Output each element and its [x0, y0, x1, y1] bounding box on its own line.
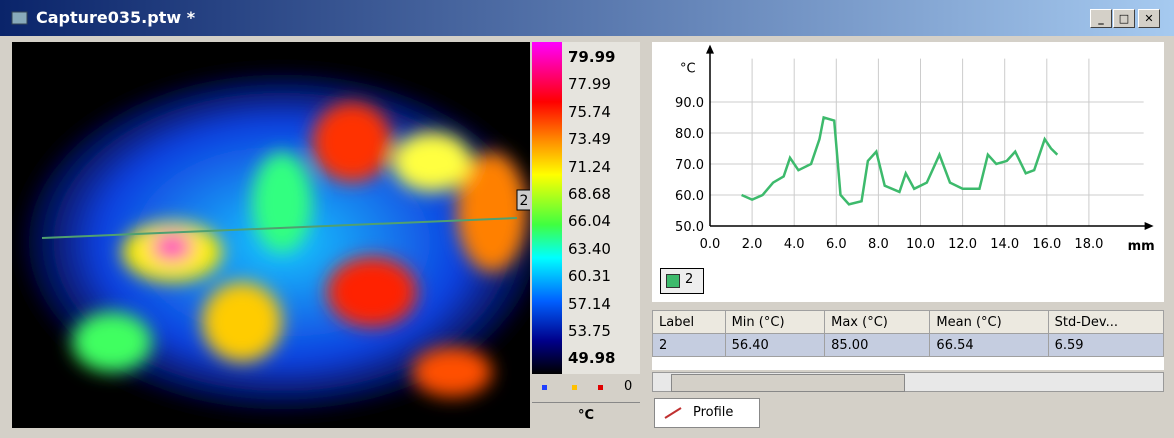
- scale-label: 66.04: [568, 212, 611, 230]
- scale-label: 53.75: [568, 322, 611, 340]
- header-cell: Min (°C): [725, 311, 825, 334]
- scrollbar[interactable]: [652, 372, 1164, 392]
- close-button[interactable]: ✕: [1138, 9, 1160, 28]
- profile-chart: 0.0 2.0 4.0 6.0 8.0 10.0 12.0 14.0 16.0 18.0 50.0 6…: [652, 42, 1162, 302]
- header-cell: Label: [653, 311, 726, 334]
- x-tick-label: 0.0: [700, 237, 721, 252]
- y-tick-label: 50.0: [675, 220, 704, 235]
- scale-label: 60.31: [568, 267, 611, 285]
- x-tick-label: 8.0: [868, 237, 889, 252]
- header-cell: Std-Dev...: [1048, 311, 1163, 334]
- header-cell: Max (°C): [825, 311, 930, 334]
- scale-label: 75.74: [568, 103, 611, 121]
- x-tick-label: 16.0: [1032, 237, 1061, 252]
- x-tick-label: 14.0: [990, 237, 1019, 252]
- profile-line: [742, 118, 1058, 205]
- minimize-button[interactable]: _: [1090, 9, 1112, 28]
- x-tick-label: 6.0: [826, 237, 847, 252]
- y-tick-label: 60.0: [675, 189, 704, 204]
- header-cell: Mean (°C): [930, 311, 1048, 334]
- legend-label: 2: [685, 272, 693, 287]
- maximize-button[interactable]: □: [1113, 9, 1135, 28]
- scale-count: 0: [624, 379, 632, 394]
- scale-legend: 0: [532, 376, 640, 400]
- app-icon: [10, 9, 30, 27]
- y-tick-label: 80.0: [675, 127, 704, 142]
- cell: 56.40: [725, 334, 825, 357]
- tab-label: Profile: [693, 405, 733, 420]
- y-tick-label: 70.0: [675, 158, 704, 173]
- scale-label: 57.14: [568, 295, 611, 313]
- scale-label: 73.49: [568, 130, 611, 148]
- x-tick-label: 12.0: [948, 237, 977, 252]
- chart-legend: 2: [660, 268, 704, 294]
- scale-label: 71.24: [568, 158, 611, 176]
- scale-unit: °C: [532, 402, 640, 429]
- color-scale: [532, 42, 562, 374]
- legend-swatch: [666, 274, 680, 288]
- x-tick-label: 4.0: [784, 237, 805, 252]
- x-tick-label: 18.0: [1074, 237, 1103, 252]
- x-axis-label: mm: [1128, 239, 1155, 254]
- scroll-thumb[interactable]: [671, 374, 905, 392]
- scale-label: 63.40: [568, 240, 611, 258]
- title-bar: Capture035.ptw * _ □ ✕: [0, 0, 1174, 36]
- scale-label: 49.98: [568, 349, 615, 367]
- y-tick-label: 90.0: [675, 96, 704, 111]
- scale-label: 68.68: [568, 185, 611, 203]
- profile-marker: 2: [520, 193, 529, 209]
- window-title: Capture035.ptw *: [36, 8, 195, 27]
- profile-tab[interactable]: Profile: [654, 398, 760, 428]
- scale-label: 77.99: [568, 75, 611, 93]
- x-tick-label: 2.0: [742, 237, 763, 252]
- window: Capture035.ptw * _ □ ✕ 2 79.99 77.99 75.74…: [0, 0, 1174, 438]
- x-arrow: [1145, 222, 1154, 230]
- cell: 85.00: [825, 334, 930, 357]
- thermal-image: 2: [12, 42, 530, 428]
- color-scale-labels: 79.99 77.99 75.74 73.49 71.24 68.68 66.04 63.40…: [562, 42, 640, 374]
- x-tick-label: 10.0: [906, 237, 935, 252]
- cell: 2: [653, 334, 726, 357]
- y-axis-label: °C: [680, 62, 696, 77]
- cell: 66.54: [930, 334, 1048, 357]
- y-arrow: [706, 45, 714, 54]
- scale-label: 79.99: [568, 48, 615, 66]
- cell: 6.59: [1048, 334, 1163, 357]
